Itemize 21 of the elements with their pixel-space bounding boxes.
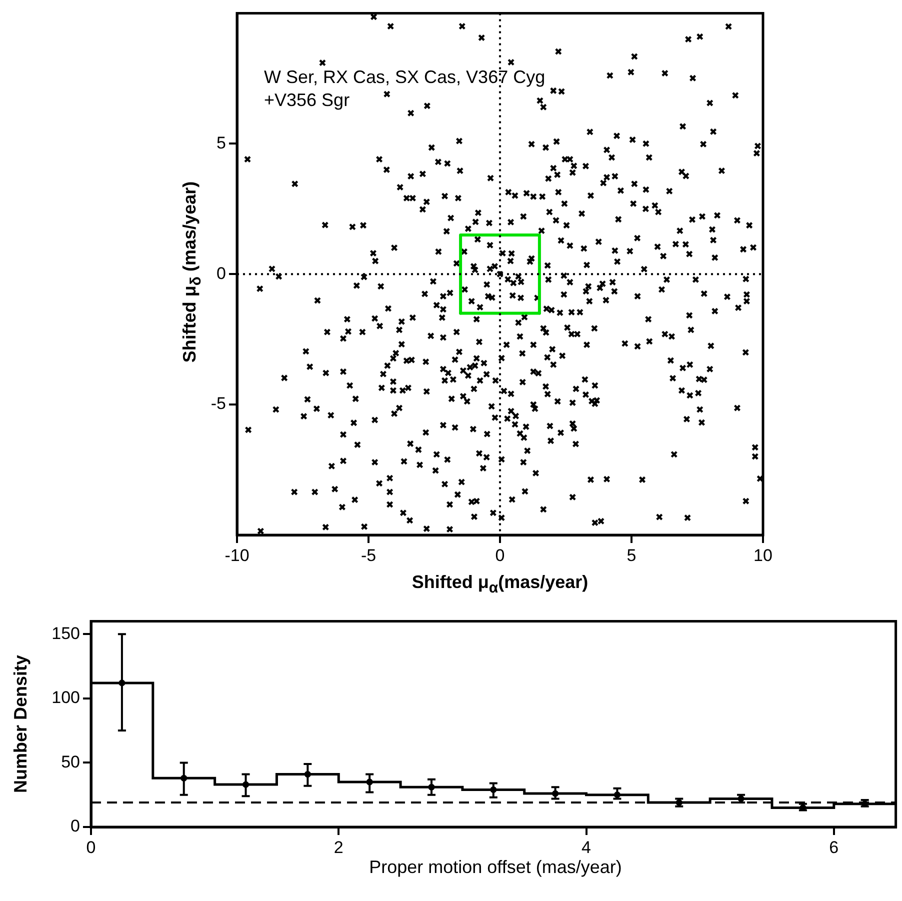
- x-axis-title: Proper motion offset (mas/year): [369, 857, 622, 878]
- x-tick-label: 10: [754, 546, 772, 565]
- annotation: W Ser, RX Cas, SX Cas, V367 Cyg: [264, 67, 546, 88]
- y-axis-title: Number Density: [10, 654, 32, 793]
- y-tick-label: -5: [210, 394, 226, 414]
- x-axis-title: Shifted μ$_{α}$(mas/year): [412, 572, 588, 597]
- y-tick-label: 50: [61, 752, 80, 772]
- x-tick-label: 0: [86, 838, 96, 857]
- y-tick-label: 0: [216, 264, 226, 283]
- x-tick-label: -5: [360, 546, 376, 565]
- x-tick-label: -10: [224, 546, 250, 565]
- x-tick-label: 0: [495, 546, 505, 565]
- x-tick-label: 2: [334, 838, 344, 857]
- y-tick-label: 0: [70, 816, 80, 836]
- annotation: +V356 Sgr: [264, 90, 350, 110]
- x-tick-label: 6: [829, 838, 839, 857]
- y-tick-label: 5: [216, 133, 226, 152]
- x-tick-label: 5: [626, 546, 636, 565]
- x-tick-label: 4: [582, 838, 591, 857]
- y-tick-label: 100: [52, 688, 80, 708]
- y-tick-label: 150: [52, 624, 80, 643]
